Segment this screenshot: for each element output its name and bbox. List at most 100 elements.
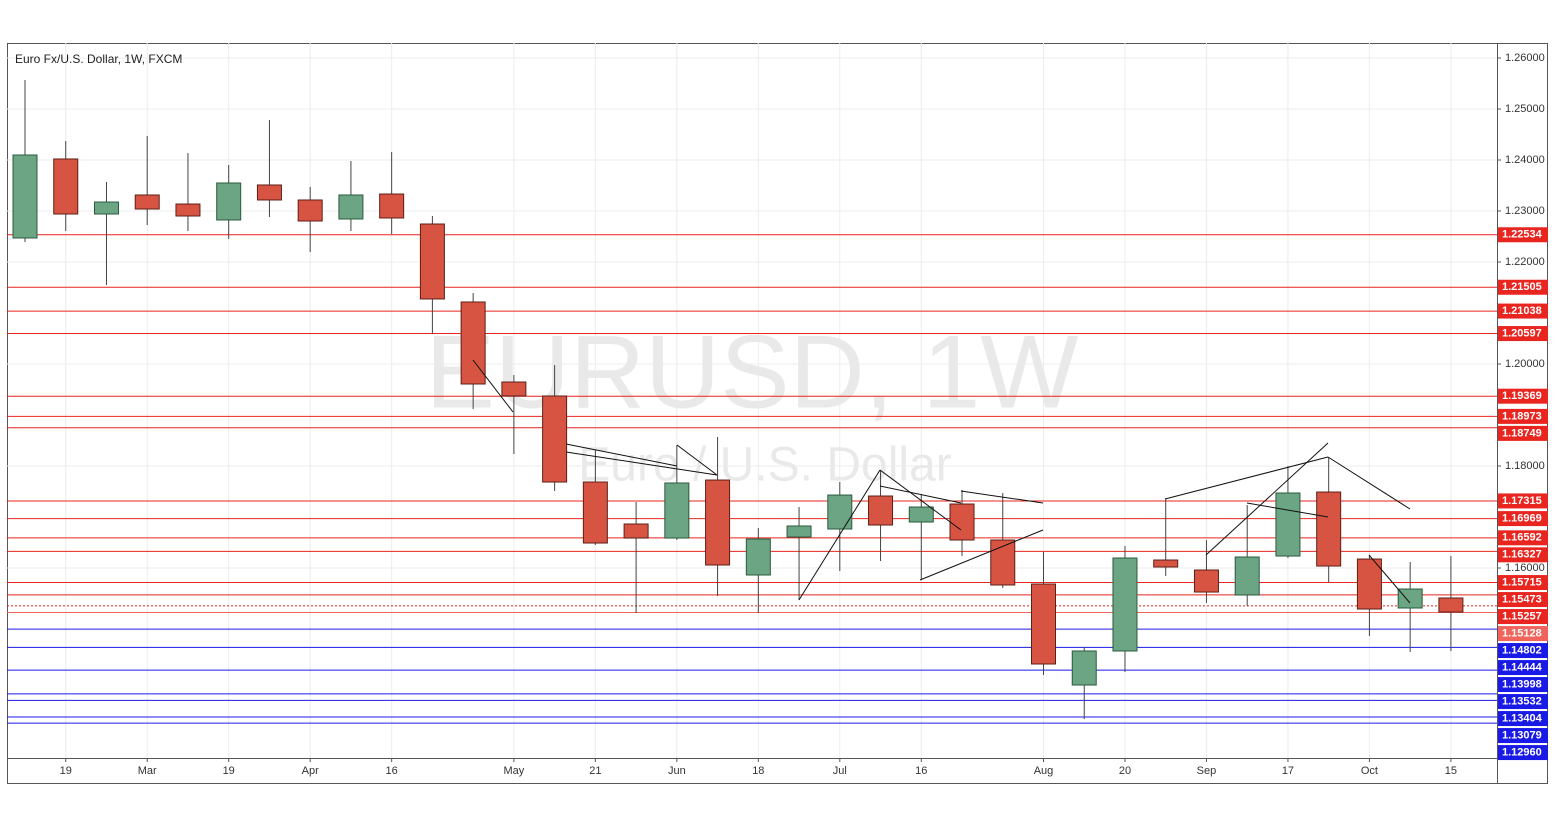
candle-body [379, 193, 405, 219]
candle-body [1112, 557, 1138, 652]
candle-body [745, 538, 771, 576]
x-tick-label: May [503, 765, 524, 777]
x-tick-label: Apr [302, 765, 319, 777]
level-label: 1.15473 [1502, 593, 1542, 605]
candle-body [12, 154, 38, 239]
candle-body [1397, 588, 1423, 609]
trend-line [798, 469, 881, 601]
candle-body [623, 523, 649, 539]
candle-body [664, 482, 690, 539]
candle-body [93, 201, 119, 215]
level-label: 1.19369 [1502, 390, 1542, 402]
candle-body [949, 503, 975, 541]
level-label: 1.21505 [1502, 281, 1542, 293]
level-label: 1.14802 [1502, 644, 1542, 656]
x-tick-label: 20 [1119, 765, 1131, 777]
x-tick-label: 18 [752, 765, 764, 777]
level-label: 1.16592 [1502, 532, 1542, 544]
x-tick-label: 19 [60, 765, 72, 777]
level-label: 1.15715 [1502, 576, 1542, 588]
trend-line [565, 443, 678, 467]
y-tick-label: 1.25000 [1505, 103, 1545, 115]
x-tick-label: Sep [1197, 765, 1217, 777]
candle-body [338, 194, 364, 220]
candle-body [175, 203, 201, 217]
watermark-subtitle: Euro / U.S. Dollar [578, 439, 951, 492]
trend-line [879, 485, 962, 504]
y-tick-label: 1.16000 [1505, 562, 1545, 574]
level-label-bg [1498, 609, 1548, 625]
level-label-bg [1498, 643, 1548, 659]
candle-body [868, 495, 894, 526]
candle-body [216, 182, 242, 221]
y-tick-label: 1.18000 [1505, 460, 1545, 472]
watermark: EURUSD, 1W [426, 314, 1079, 430]
x-tick-label: Oct [1361, 765, 1378, 777]
level-label: 1.17315 [1502, 495, 1542, 507]
level-label-bg [1498, 279, 1548, 295]
level-label: 1.20597 [1502, 327, 1542, 339]
level-label-bg [1498, 408, 1548, 424]
level-label: 1.15128 [1502, 627, 1542, 639]
level-label: 1.13404 [1502, 712, 1543, 724]
trend-line [919, 529, 1044, 581]
candle-body [908, 506, 934, 523]
y-tick-label: 1.22000 [1505, 256, 1545, 268]
x-tick-label: 19 [223, 765, 235, 777]
candle-body [1153, 559, 1179, 568]
candle-body [1193, 569, 1219, 593]
level-label: 1.18749 [1502, 427, 1542, 439]
level-label: 1.14444 [1502, 661, 1543, 673]
candle-body [1031, 583, 1056, 665]
x-tick-label: Mar [138, 765, 157, 777]
trend-line [1164, 456, 1329, 500]
trend-lines [472, 359, 1411, 604]
x-tick-label: 16 [386, 765, 398, 777]
y-tick-label: 1.26000 [1505, 52, 1545, 64]
level-label-bg [1498, 547, 1548, 563]
level-label-bg [1498, 575, 1548, 591]
level-label-bg [1498, 425, 1548, 441]
candle-body [827, 494, 853, 530]
candle-body [256, 184, 282, 201]
axes: 1.26000 1.25000 1.24000 1.23000 1.22000 1.200… [60, 52, 1548, 777]
chart-title: Euro Fx/U.S. Dollar, 1W, FXCM [15, 52, 182, 66]
level-label-bg [1498, 493, 1548, 509]
level-label-bg [1498, 728, 1548, 744]
levels [7, 234, 1497, 724]
trend-line [879, 469, 962, 531]
trend-line [1327, 456, 1411, 510]
y-tick-label: 1.20000 [1505, 358, 1545, 370]
x-tick-label: 15 [1445, 765, 1457, 777]
level-label-bg [1498, 530, 1548, 546]
level-label: 1.18973 [1502, 410, 1542, 422]
level-label-bg [1498, 711, 1548, 727]
y-tick-label: 1.24000 [1505, 154, 1545, 166]
trend-line [676, 444, 718, 476]
candle-body [134, 194, 160, 210]
level-label-bg [1498, 227, 1548, 243]
level-label: 1.22534 [1502, 229, 1543, 241]
x-tick-label: 16 [915, 765, 927, 777]
candle-body [501, 381, 527, 397]
candle-body [1071, 650, 1097, 686]
candle-body [1438, 597, 1464, 613]
trend-line [1368, 554, 1411, 604]
level-label-bg [1498, 303, 1548, 319]
candle-body [990, 539, 1016, 586]
level-label: 1.16969 [1502, 513, 1542, 525]
level-label-bg [1498, 745, 1548, 761]
trend-line [1246, 502, 1329, 518]
trend-line [960, 490, 1044, 504]
x-tick-label: 17 [1282, 765, 1294, 777]
candle-body [419, 223, 445, 300]
candle-body [1316, 491, 1342, 567]
level-label-bg [1498, 677, 1548, 693]
candle-body [53, 158, 79, 215]
level-label: 1.13079 [1502, 729, 1542, 741]
level-label: 1.16327 [1502, 549, 1542, 561]
level-label: 1.13532 [1502, 695, 1542, 707]
level-label-bg [1498, 660, 1548, 676]
trend-line [472, 359, 514, 413]
frame [7, 43, 1548, 784]
